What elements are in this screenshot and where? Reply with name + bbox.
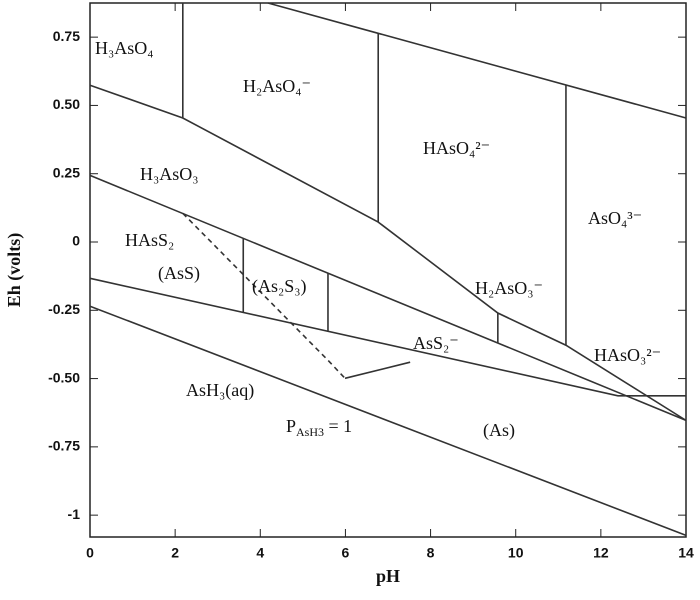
y-tick-label: 0.50 [53, 96, 80, 112]
region-label: H₂AsO₃⁻ [475, 278, 543, 298]
y-tick-label: 0.75 [53, 28, 80, 44]
region-label: HAsO₄²⁻ [423, 138, 490, 158]
annotation-base: P [286, 416, 296, 436]
region-label: H₃AsO₃ [140, 164, 199, 184]
x-axis-label: pH [376, 566, 400, 586]
x-tick-label: 8 [427, 545, 435, 561]
boundary-line [344, 361, 411, 380]
annotation-sub: AsH3 [296, 425, 324, 439]
boundary-line [89, 305, 687, 537]
region-label: H₃AsO₄ [95, 38, 154, 58]
region-label: AsS₂⁻ [413, 333, 459, 353]
boundary-line [89, 277, 686, 397]
x-tick-label: 10 [508, 545, 524, 561]
x-tick-label: 0 [86, 545, 94, 561]
boundary-line [89, 174, 687, 422]
x-tick-label: 2 [171, 545, 179, 561]
y-tick-label: -0.50 [48, 369, 80, 385]
region-label: AsO₄³⁻ [588, 208, 642, 228]
region-label: (AsS) [158, 263, 200, 284]
plot-frame [89, 2, 687, 538]
x-tick-label: 4 [256, 545, 264, 561]
y-tick-label: 0.25 [53, 164, 80, 180]
y-tick-label: 0 [72, 233, 80, 249]
annotation-tail: = 1 [324, 416, 352, 436]
x-tick-label: 12 [593, 545, 609, 561]
region-label: (As) [483, 420, 515, 441]
region-label: AsH₃(aq) [186, 380, 254, 401]
boundary-line [89, 84, 687, 422]
region-label: HAsS₂ [125, 230, 174, 250]
x-tick-label: 6 [342, 545, 350, 561]
boundary-line [267, 2, 687, 119]
y-tick-label: -0.25 [48, 301, 80, 317]
annotation: PAsH3 = 1 [286, 416, 352, 439]
y-axis-label: Eh (volts) [4, 233, 25, 308]
region-label: HAsO₃²⁻ [594, 345, 661, 365]
y-tick-label: -0.75 [48, 438, 80, 454]
y-tick-label: -1 [68, 506, 81, 522]
region-label: (As₂S₃) [252, 276, 307, 297]
region-label: H₂AsO₄⁻ [243, 76, 311, 96]
x-tick-label: 14 [678, 545, 694, 561]
